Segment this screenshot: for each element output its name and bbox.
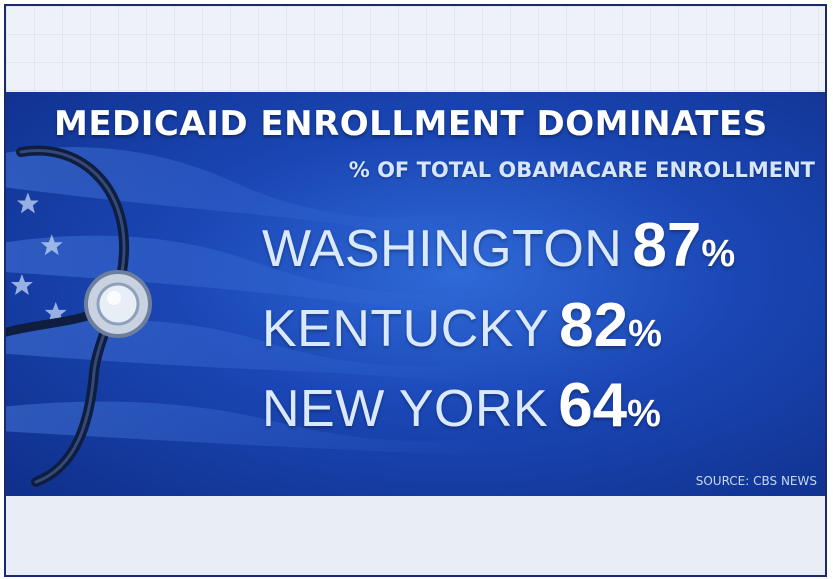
graphic-subtitle: % OF TOTAL OBAMACARE ENROLLMENT bbox=[348, 158, 815, 182]
stat-value: 87 bbox=[632, 211, 702, 280]
graphic-title: MEDICAID ENROLLMENT DOMINATES bbox=[54, 104, 768, 144]
stat-value: 82 bbox=[559, 291, 629, 360]
state-name: NEW YORK bbox=[262, 380, 549, 438]
stat-row-new-york: NEW YORK 64% bbox=[262, 370, 661, 441]
blue-banner: MEDICAID ENROLLMENT DOMINATES % OF TOTAL… bbox=[6, 92, 825, 496]
stat-row-kentucky: KENTUCKY 82% bbox=[262, 290, 662, 361]
bottom-band bbox=[6, 496, 825, 575]
stat-unit: % bbox=[627, 393, 661, 435]
state-name: WASHINGTON bbox=[262, 220, 623, 278]
state-name: KENTUCKY bbox=[262, 300, 550, 358]
stat-unit: % bbox=[701, 233, 736, 275]
stat-unit: % bbox=[628, 313, 662, 355]
source-credit: SOURCE: CBS NEWS bbox=[695, 474, 817, 488]
stat-row-washington: WASHINGTON 87% bbox=[262, 210, 735, 281]
stethoscope-icon bbox=[6, 145, 152, 487]
graphic-frame: MEDICAID ENROLLMENT DOMINATES % OF TOTAL… bbox=[4, 4, 827, 577]
stat-value: 64 bbox=[558, 371, 628, 440]
